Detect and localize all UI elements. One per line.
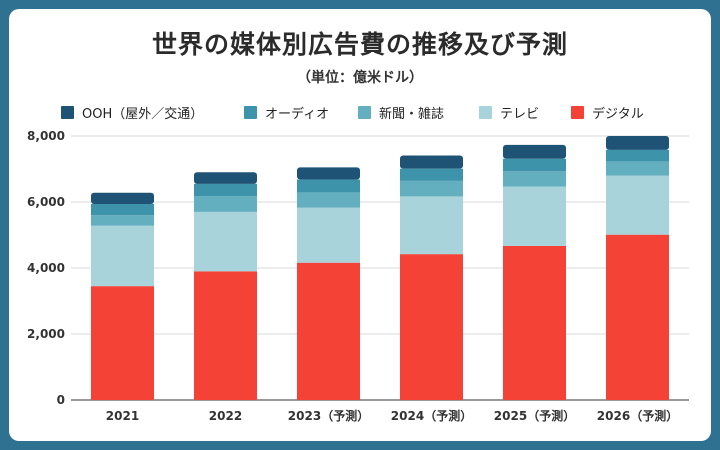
legend-swatch-digital	[571, 106, 584, 119]
bar-audio-segment	[194, 183, 257, 197]
legend-item-print: 新聞・雑誌	[358, 103, 444, 122]
bar-ooh-segment	[400, 155, 463, 169]
bar-tv-segment	[503, 186, 566, 246]
legend-item-tv: テレビ	[479, 103, 539, 122]
bar-print-segment	[400, 180, 463, 197]
bar-tv-segment	[91, 225, 154, 287]
bar-ooh-segment	[503, 144, 566, 159]
legend-swatch-audio	[244, 106, 257, 119]
y-tick-label: 8,000	[27, 129, 65, 143]
y-tick-label: 0	[57, 393, 65, 407]
legend-swatch-tv	[479, 106, 492, 119]
bar-audio-segment	[297, 179, 360, 193]
legend-label-digital: デジタル	[592, 107, 644, 122]
x-tick-label: 2023（予測）	[288, 408, 369, 423]
bar-audio-segment	[606, 149, 669, 162]
legend-item-ooh: OOH（屋外／交通）	[61, 103, 203, 122]
bar-tv-segment	[400, 196, 463, 255]
chart-subtitle: （単位：億米ドル）	[297, 70, 423, 86]
legend-label-audio: オーディオ	[265, 107, 330, 122]
x-tick-label: 2024（予測）	[391, 408, 472, 423]
bar-ooh-segment	[297, 167, 360, 180]
bar-print-segment	[503, 171, 566, 187]
x-tick-label: 2026（予測）	[597, 408, 678, 423]
y-tick-label: 4,000	[27, 261, 65, 275]
bar-audio-segment	[503, 158, 566, 172]
bar-ooh-segment	[91, 192, 154, 204]
bar-digital-segment	[297, 262, 360, 400]
bar-print-segment	[91, 215, 154, 226]
legend-label-ooh: OOH（屋外／交通）	[82, 107, 204, 122]
stacked-bar-chart: 0 2,000 4,000 6,000 8,000 2021 2022 2023（予測） 202…	[27, 129, 689, 423]
legend-item-digital: デジタル	[571, 103, 644, 122]
x-tick-label: 2021	[106, 409, 139, 423]
legend-label-tv: テレビ	[500, 107, 540, 122]
bar-print-segment	[194, 196, 257, 212]
x-tick-label: 2025（予測）	[494, 408, 575, 423]
bar-digital-segment	[606, 234, 669, 400]
bar-audio-segment	[400, 168, 463, 181]
chart-card: 世界の媒体別広告費の推移及び予測 （単位：億米ドル） OOH（屋外／交通） オー…	[9, 9, 711, 441]
bar-print-segment	[297, 192, 360, 208]
bar-print-segment	[606, 161, 669, 176]
bar-ooh-segment	[194, 172, 257, 184]
x-tick-label: 2022	[209, 409, 242, 423]
bar-ooh-segment	[606, 136, 669, 150]
y-tick-label: 2,000	[27, 327, 65, 341]
bar-tv-segment	[194, 211, 257, 272]
legend-label-print: 新聞・雑誌	[379, 107, 445, 122]
y-tick-label: 6,000	[27, 195, 65, 209]
legend-swatch-ooh	[61, 106, 74, 119]
bar-digital-segment	[194, 271, 257, 400]
chart-title: 世界の媒体別広告費の推移及び予測	[151, 30, 568, 59]
bar-tv-segment	[297, 207, 360, 263]
bar-audio-segment	[91, 203, 154, 216]
bar-digital-segment	[91, 286, 154, 400]
bar-digital-segment	[400, 254, 463, 400]
bar-tv-segment	[606, 175, 669, 235]
bar-digital-segment	[503, 245, 566, 400]
legend-swatch-print	[358, 106, 371, 119]
legend-item-audio: オーディオ	[244, 103, 329, 122]
